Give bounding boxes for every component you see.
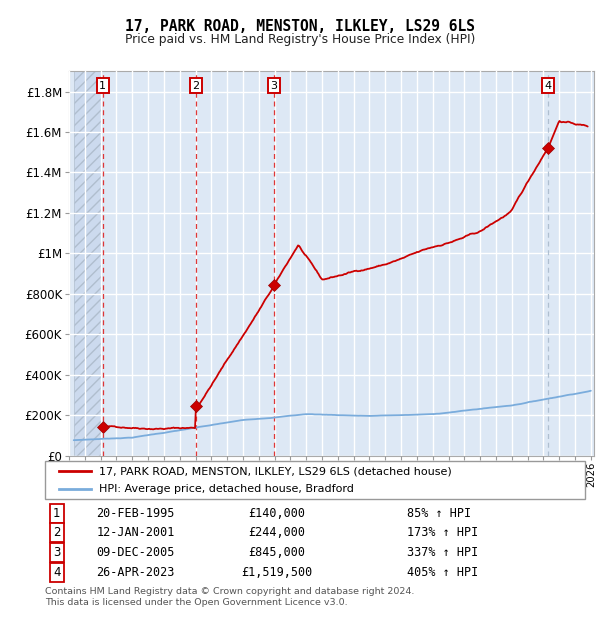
Text: 85% ↑ HPI: 85% ↑ HPI (407, 507, 471, 520)
Text: 405% ↑ HPI: 405% ↑ HPI (407, 566, 478, 579)
Text: 2: 2 (193, 81, 200, 91)
Text: 1: 1 (53, 507, 61, 520)
Text: 3: 3 (270, 81, 277, 91)
Text: Price paid vs. HM Land Registry's House Price Index (HPI): Price paid vs. HM Land Registry's House … (125, 33, 475, 46)
Text: 12-JAN-2001: 12-JAN-2001 (96, 526, 175, 539)
Text: 17, PARK ROAD, MENSTON, ILKLEY, LS29 6LS: 17, PARK ROAD, MENSTON, ILKLEY, LS29 6LS (125, 19, 475, 33)
Text: 337% ↑ HPI: 337% ↑ HPI (407, 546, 478, 559)
Text: 26-APR-2023: 26-APR-2023 (96, 566, 175, 579)
Text: 2: 2 (53, 526, 61, 539)
Text: £845,000: £845,000 (249, 546, 306, 559)
Text: £140,000: £140,000 (249, 507, 306, 520)
Text: HPI: Average price, detached house, Bradford: HPI: Average price, detached house, Brad… (99, 484, 354, 495)
Text: 4: 4 (545, 81, 552, 91)
Text: Contains HM Land Registry data © Crown copyright and database right 2024.
This d: Contains HM Land Registry data © Crown c… (45, 587, 415, 606)
Text: 17, PARK ROAD, MENSTON, ILKLEY, LS29 6LS (detached house): 17, PARK ROAD, MENSTON, ILKLEY, LS29 6LS… (99, 466, 452, 476)
Text: £1,519,500: £1,519,500 (242, 566, 313, 579)
Text: £244,000: £244,000 (249, 526, 306, 539)
Text: 09-DEC-2005: 09-DEC-2005 (96, 546, 175, 559)
Text: 4: 4 (53, 566, 61, 579)
Text: 3: 3 (53, 546, 61, 559)
Text: 173% ↑ HPI: 173% ↑ HPI (407, 526, 478, 539)
Text: 1: 1 (99, 81, 106, 91)
Bar (74, 71, 101, 456)
Text: 20-FEB-1995: 20-FEB-1995 (96, 507, 175, 520)
